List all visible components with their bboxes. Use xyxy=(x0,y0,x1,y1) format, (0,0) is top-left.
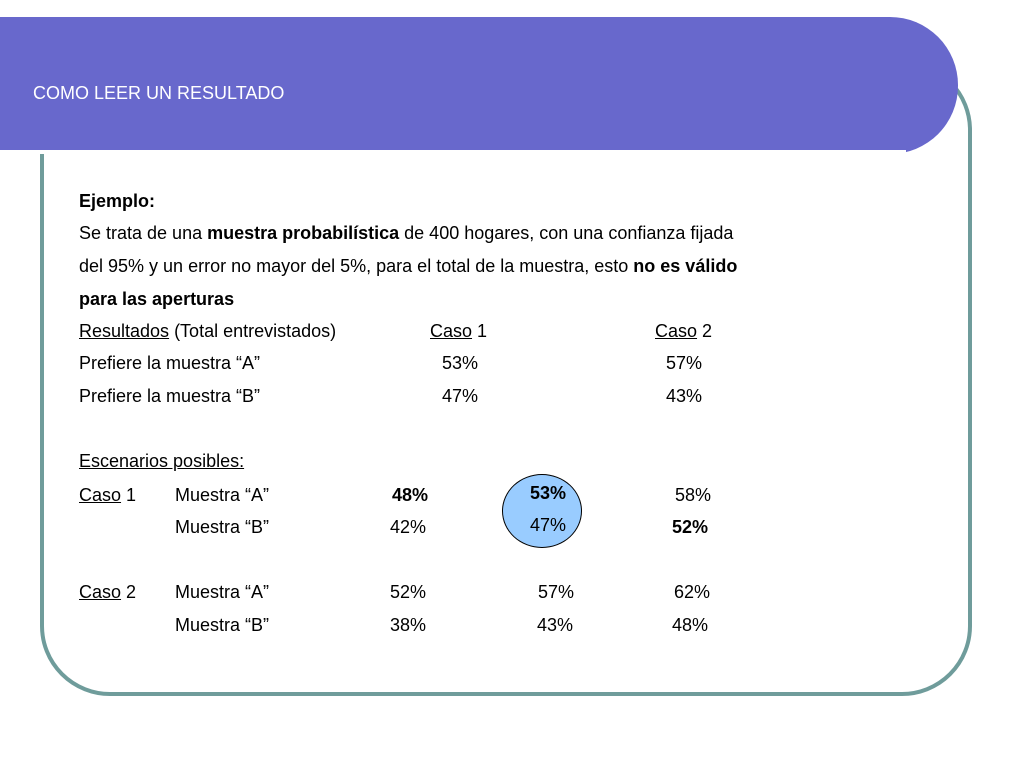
case-word: Caso xyxy=(655,321,698,341)
scenario-value: 48% xyxy=(672,615,709,635)
paragraph-line-3: para las aperturas xyxy=(79,289,235,309)
paragraph-text: Se trata de una xyxy=(79,223,208,243)
case-number: 1 xyxy=(126,485,137,505)
paragraph-text: de 400 hogares, con una confianza fijada xyxy=(399,223,734,243)
results-row-label: Prefiere la muestra “B” xyxy=(79,386,261,406)
scenario-value: 53% xyxy=(530,483,567,503)
results-header: Resultados (Total entrevistados) xyxy=(79,320,336,342)
scenario-value: 47% xyxy=(530,515,567,535)
results-case2-header: Caso 2 xyxy=(655,320,712,342)
scenario-row-label: Muestra “A” xyxy=(175,485,270,505)
scenario-value: 57% xyxy=(538,582,575,602)
scenario-value: 58% xyxy=(675,485,712,505)
example-heading: Ejemplo: xyxy=(79,191,156,211)
scenario-row-label: Muestra “B” xyxy=(175,517,270,537)
scenario-row-label: Muestra “B” xyxy=(175,615,270,635)
case-number: 2 xyxy=(126,582,137,602)
results-row-value: 43% xyxy=(666,386,703,406)
results-row-label: Prefiere la muestra “A” xyxy=(79,353,261,373)
scenario-value: 52% xyxy=(672,517,709,537)
results-row-value: 53% xyxy=(442,353,479,373)
results-row-value: 57% xyxy=(666,353,703,373)
paragraph-emphasis: muestra probabilística xyxy=(207,223,400,243)
scenario-value: 48% xyxy=(392,485,429,505)
paragraph-emphasis: no es válido xyxy=(633,256,738,276)
scenarios-heading: Escenarios posibles: xyxy=(79,451,245,471)
banner-divider xyxy=(0,150,906,154)
title-banner: COMO LEER UN RESULTADO xyxy=(0,17,958,154)
paragraph-line-1: Se trata de una muestra probabilística d… xyxy=(79,222,733,244)
scenario-row-label: Muestra “A” xyxy=(175,582,270,602)
results-label: Resultados xyxy=(79,321,170,341)
highlight-oval xyxy=(502,474,582,548)
scenario-value: 62% xyxy=(674,582,711,602)
paragraph-line-2: del 95% y un error no mayor del 5%, para… xyxy=(79,255,737,277)
scenario-value: 38% xyxy=(390,615,427,635)
case-word: Caso xyxy=(79,582,122,602)
results-case1-header: Caso 1 xyxy=(430,320,487,342)
slide-title: COMO LEER UN RESULTADO xyxy=(33,83,285,103)
results-label-suffix: (Total entrevistados) xyxy=(169,321,337,341)
case-number: 2 xyxy=(702,321,713,341)
results-row-value: 47% xyxy=(442,386,479,406)
scenario-case1-label: Caso 1 xyxy=(79,484,136,506)
scenario-value: 52% xyxy=(390,582,427,602)
scenario-value: 43% xyxy=(537,615,574,635)
case-number: 1 xyxy=(477,321,488,341)
case-word: Caso xyxy=(79,485,122,505)
scenario-value: 42% xyxy=(390,517,427,537)
scenario-case2-label: Caso 2 xyxy=(79,581,136,603)
paragraph-text: del 95% y un error no mayor del 5%, para… xyxy=(79,256,634,276)
content-frame xyxy=(40,60,972,696)
case-word: Caso xyxy=(430,321,473,341)
